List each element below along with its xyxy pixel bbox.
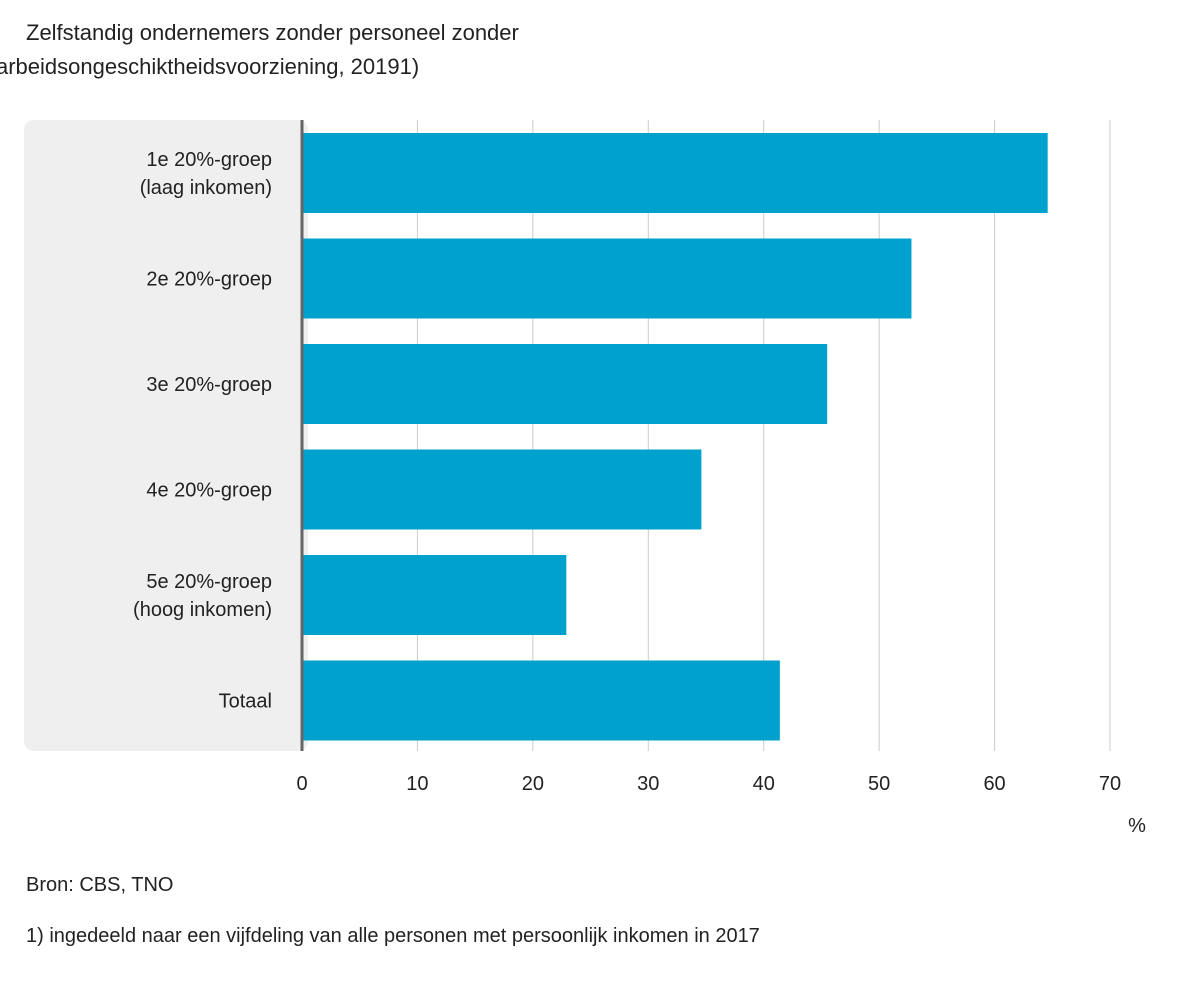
- chart-title: Zelfstandig ondernemers zonder personeel…: [0, 16, 620, 84]
- footnote: 1) ingedeeld naar een vijfdeling van all…: [26, 925, 760, 947]
- bar: [302, 133, 1048, 213]
- bar-chart: 1e 20%-groep (laag inkomen) 2e 20%-groep 3e…: [24, 120, 1146, 837]
- category-label: 1e 20%-groep: [146, 149, 272, 171]
- bar: [302, 238, 912, 319]
- bar: [302, 344, 828, 424]
- category-label: 4e 20%-groep: [146, 480, 272, 502]
- x-axis-label: %: [1128, 815, 1146, 837]
- category-label: 3e 20%-groep: [146, 374, 272, 396]
- x-tick-label: 70: [1099, 773, 1121, 795]
- category-label: 2e 20%-groep: [146, 269, 272, 291]
- category-label: (laag inkomen): [140, 177, 272, 199]
- x-tick-label: 10: [406, 773, 428, 795]
- category-label: Totaal: [219, 691, 272, 713]
- bar: [302, 449, 702, 530]
- bar: [302, 555, 567, 635]
- chart-title-line-2: arbeidsongeschiktheidsvoorziening, 20191…: [0, 54, 420, 79]
- x-tick-label: 60: [983, 773, 1005, 795]
- x-tick-label: 50: [868, 773, 890, 795]
- source-note: Bron: CBS, TNO: [26, 874, 174, 896]
- x-tick-label: 30: [637, 773, 659, 795]
- category-label: (hoog inkomen): [133, 599, 272, 621]
- category-label: 5e 20%-groep: [146, 571, 272, 593]
- x-tick-label: 0: [296, 773, 307, 795]
- bar: [302, 660, 780, 741]
- category-label-panel: [24, 120, 308, 751]
- x-tick-label: 20: [522, 773, 544, 795]
- x-tick-label: 40: [753, 773, 775, 795]
- chart-title-line-1: Zelfstandig ondernemers zonder personeel…: [26, 20, 519, 45]
